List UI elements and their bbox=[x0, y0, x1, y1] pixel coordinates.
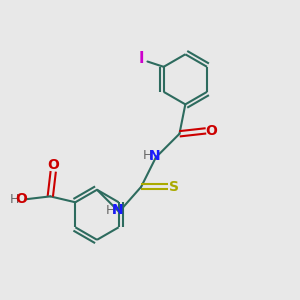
Text: H: H bbox=[106, 204, 116, 217]
Text: O: O bbox=[47, 158, 59, 172]
Text: O: O bbox=[205, 124, 217, 138]
Text: N: N bbox=[112, 203, 123, 218]
Text: I: I bbox=[138, 51, 144, 66]
Text: H: H bbox=[143, 149, 152, 162]
Text: S: S bbox=[169, 180, 178, 194]
Text: O: O bbox=[15, 192, 27, 206]
Text: H: H bbox=[9, 193, 19, 206]
Text: N: N bbox=[148, 149, 160, 163]
